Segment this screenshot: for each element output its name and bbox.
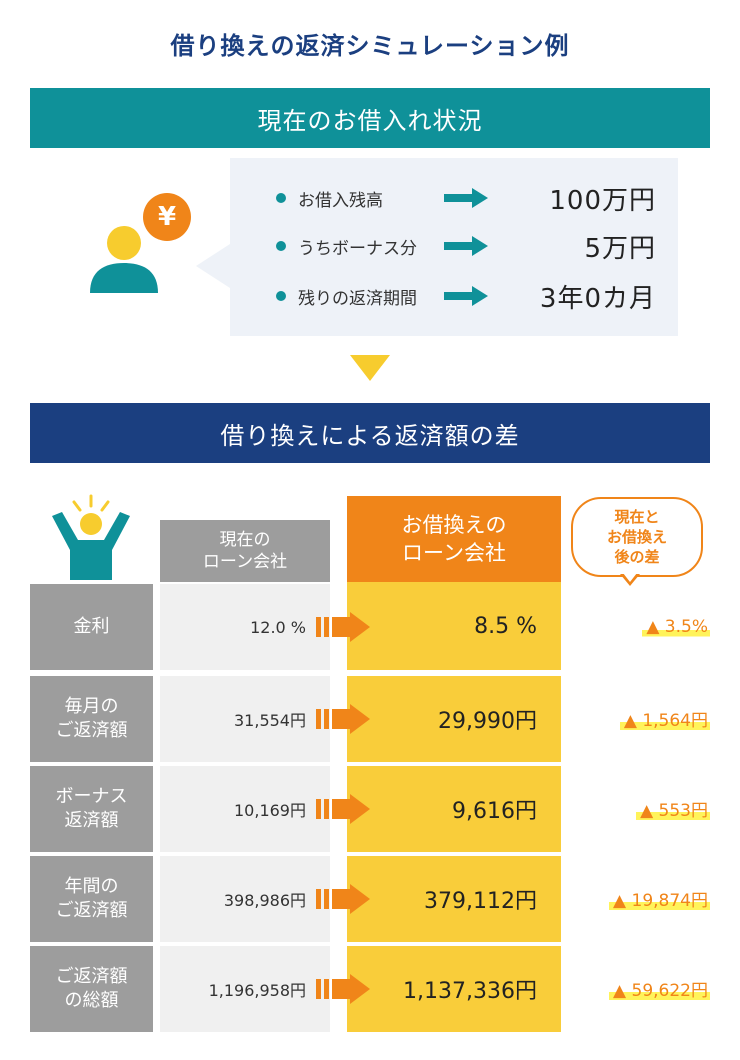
row-label-bonus: ボーナス 返済額	[30, 766, 153, 852]
bullet-icon	[276, 291, 286, 301]
status-row-balance: お借入残高 100万円	[276, 178, 656, 218]
person-icon	[90, 226, 158, 293]
col-header-new-lender: お借換えの ローン会社	[347, 496, 561, 582]
row-label-line: ボーナス	[55, 786, 128, 807]
yen-coin-icon: ¥	[143, 193, 191, 241]
row-current-interest: 12.0 %	[160, 584, 330, 670]
row-label-line: ご返済額	[55, 720, 128, 741]
row-new-bonus: 9,616円	[347, 766, 561, 852]
row-label-interest: 金利	[30, 584, 153, 670]
row-label-total: ご返済額 の総額	[30, 946, 153, 1032]
col-header-line: 後の差	[614, 548, 660, 566]
diff-value: ▲ 59,622円	[609, 976, 710, 1002]
row-current-total: 1,196,958円	[160, 946, 330, 1032]
col-header-current-lender: 現在の ローン会社	[160, 520, 330, 582]
arrow-right-icon	[316, 974, 370, 1004]
arrow-right-icon	[316, 612, 370, 642]
arrow-right-icon	[444, 236, 488, 256]
diff-value: ▲ 3.5%	[642, 616, 710, 638]
row-current-bonus: 10,169円	[160, 766, 330, 852]
bubble-tail	[196, 244, 230, 288]
col-header-line: 現在の	[219, 530, 271, 550]
row-label-line: 毎月の	[64, 696, 119, 717]
row-new-total: 1,137,336円	[347, 946, 561, 1032]
row-current-monthly: 31,554円	[160, 676, 330, 762]
diff-value: ▲ 553円	[636, 796, 710, 822]
row-diff-annual: ▲ 19,874円	[609, 856, 710, 942]
row-diff-bonus: ▲ 553円	[636, 766, 710, 852]
row-diff-monthly: ▲ 1,564円	[619, 676, 710, 762]
status-label: お借入残高	[298, 190, 383, 211]
arrow-right-icon	[316, 704, 370, 734]
bubble-tail-inner	[623, 573, 637, 582]
row-label-line: 返済額	[64, 810, 119, 831]
arrow-right-icon	[444, 286, 488, 306]
status-row-bonus: うちボーナス分 5万円	[276, 226, 656, 266]
bullet-icon	[276, 241, 286, 251]
row-diff-interest: ▲ 3.5%	[642, 584, 710, 670]
row-label-monthly: 毎月の ご返済額	[30, 676, 153, 762]
row-current-annual: 398,986円	[160, 856, 330, 942]
row-label-line: 金利	[73, 616, 110, 637]
status-value: 3年0カ月	[539, 283, 656, 314]
row-label-annual: 年間の ご返済額	[30, 856, 153, 942]
arrow-right-icon	[444, 188, 488, 208]
current-status-heading: 現在のお借入れ状況	[30, 88, 710, 148]
down-triangle-icon	[350, 355, 390, 381]
row-diff-total: ▲ 59,622円	[609, 946, 710, 1032]
row-label-line: ご返済額	[55, 900, 128, 921]
row-label-line: ご返済額	[55, 966, 128, 987]
col-header-line: ローン会社	[402, 541, 506, 565]
col-header-line: 現在と	[614, 508, 660, 526]
celebrating-person-icon	[52, 494, 130, 580]
status-value: 5万円	[584, 233, 656, 264]
diff-value: ▲ 19,874円	[609, 886, 710, 912]
row-label-line: の総額	[64, 990, 119, 1011]
col-header-line: お借換え	[606, 528, 667, 546]
col-header-difference: 現在と お借換え 後の差	[571, 497, 703, 577]
status-label: うちボーナス分	[298, 238, 417, 259]
arrow-right-icon	[316, 884, 370, 914]
bullet-icon	[276, 193, 286, 203]
status-label: 残りの返済期間	[298, 288, 417, 309]
row-new-annual: 379,112円	[347, 856, 561, 942]
row-new-monthly: 29,990円	[347, 676, 561, 762]
page-title: 借り換えの返済シミュレーション例	[170, 32, 570, 60]
arrow-right-icon	[316, 794, 370, 824]
row-label-line: 年間の	[64, 876, 119, 897]
repayment-diff-heading: 借り換えによる返済額の差	[30, 403, 710, 463]
col-header-line: お借換えの	[401, 513, 507, 537]
col-header-line: ローン会社	[202, 552, 288, 572]
status-row-period: 残りの返済期間 3年0カ月	[276, 276, 656, 316]
row-new-interest: 8.5 %	[347, 582, 561, 670]
diff-value: ▲ 1,564円	[619, 706, 710, 732]
status-value: 100万円	[549, 185, 656, 216]
